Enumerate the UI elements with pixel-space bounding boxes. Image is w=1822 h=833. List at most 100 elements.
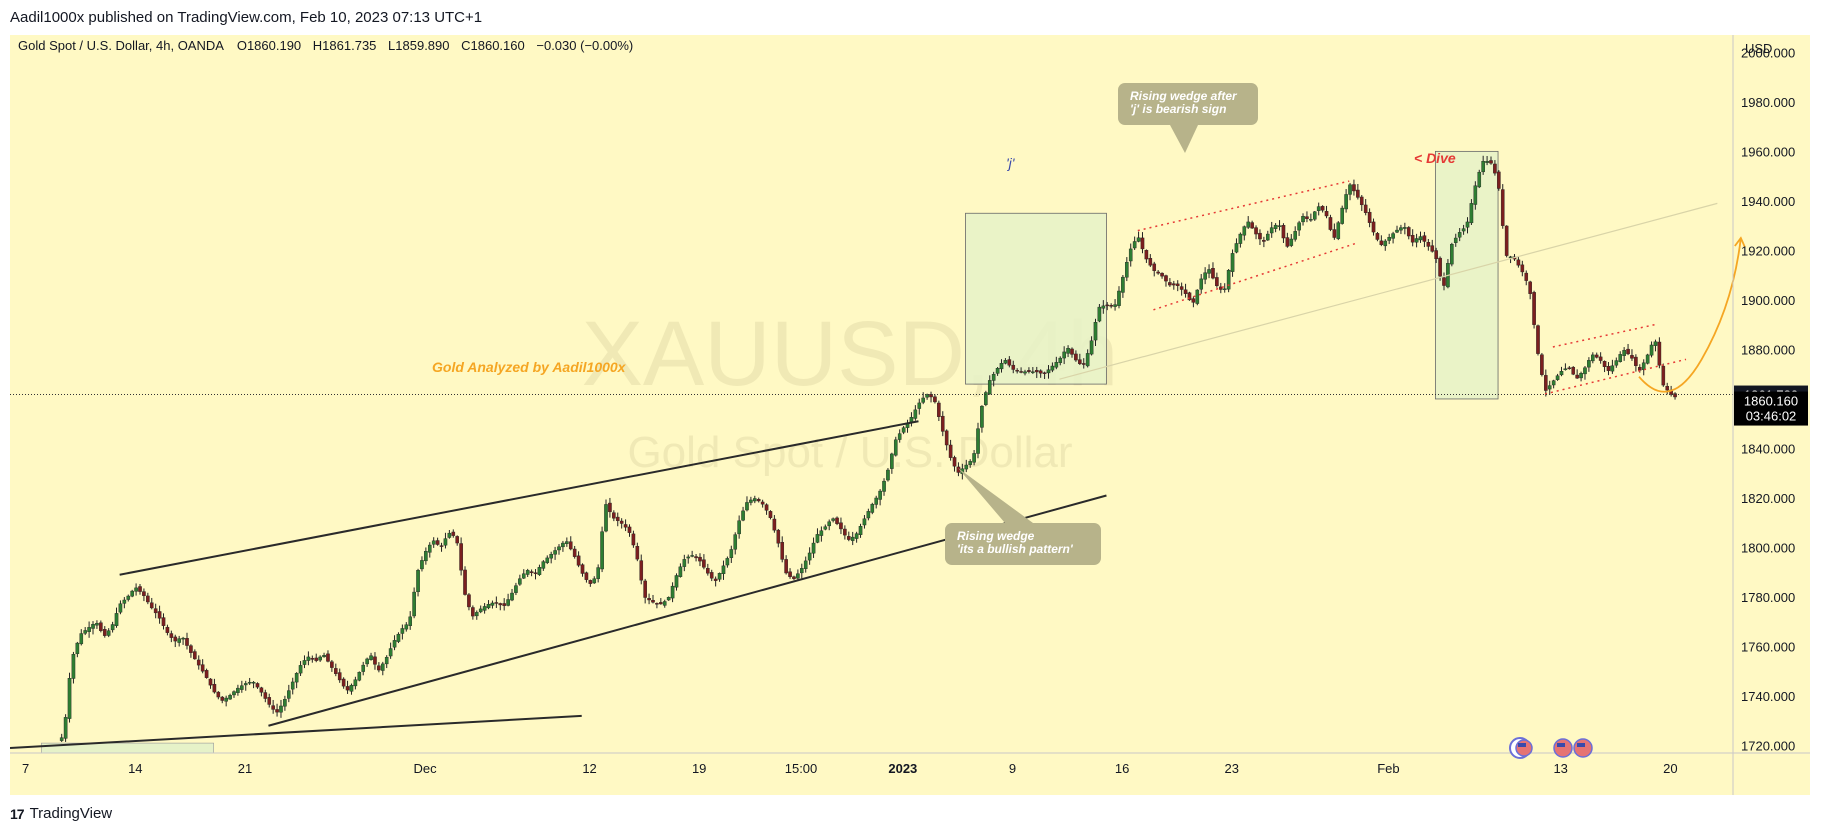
candle-body: [326, 653, 330, 662]
candle-body: [1418, 236, 1423, 241]
y-tick-label: 1740.000: [1741, 689, 1795, 704]
candle-body: [1626, 348, 1630, 355]
candle-body: [1567, 367, 1572, 369]
candle-body: [1489, 160, 1493, 164]
candle-body: [91, 624, 95, 629]
candle-body: [1226, 270, 1231, 290]
candle-body: [220, 696, 225, 701]
candle-body: [1085, 353, 1090, 367]
candle-body: [451, 531, 456, 536]
us-flag-icon[interactable]: [1553, 738, 1573, 758]
candle-body: [1614, 360, 1619, 366]
candle-body: [1363, 204, 1368, 213]
candle-body: [1316, 206, 1321, 212]
candle-body: [314, 657, 319, 661]
price-chart[interactable]: XAUUSD, 4h Gold Spot / U.S. Dollar Risin…: [10, 35, 1810, 795]
candle-body: [893, 439, 898, 456]
candle-body: [334, 668, 338, 674]
economic-events[interactable]: [1509, 737, 1593, 759]
candle-body: [384, 656, 389, 665]
candle-body: [514, 585, 518, 593]
candle-body: [1638, 367, 1642, 371]
candle-body: [944, 430, 949, 446]
candle-body: [952, 457, 957, 467]
callout-pointer: [958, 468, 1033, 523]
candle-body: [788, 571, 792, 577]
candle-body: [866, 511, 871, 519]
candle-body: [576, 555, 581, 566]
candle-body: [706, 568, 710, 574]
candle-body: [1003, 360, 1008, 364]
x-tick-label: 7: [22, 761, 29, 776]
candle-body: [185, 638, 189, 646]
candle-body: [126, 595, 131, 600]
candle-body: [651, 600, 655, 603]
candle-body: [1042, 372, 1047, 374]
j-box: [965, 212, 1107, 385]
candle-body: [1563, 368, 1568, 371]
candle-body: [627, 526, 632, 533]
drawings: Rising wedge after'j' is bearish signRis…: [10, 83, 1746, 750]
candle-body: [1160, 272, 1164, 277]
ohlc-close: C1860.160: [461, 38, 525, 53]
candle-body: [455, 536, 459, 544]
candle-body: [972, 453, 976, 463]
candle-body: [1540, 354, 1544, 375]
candle-body: [518, 578, 522, 585]
candle-body: [749, 499, 753, 503]
candle-body: [1645, 354, 1650, 364]
candle-body: [1665, 386, 1670, 391]
candle-body: [149, 602, 154, 609]
candle-body: [1265, 233, 1270, 241]
candle-body: [850, 536, 855, 541]
us-flag-icon[interactable]: [1509, 737, 1533, 759]
last-close-badge: [1734, 391, 1808, 426]
us-flag-icon[interactable]: [1573, 738, 1593, 758]
candle-body: [1121, 276, 1125, 293]
candle-body: [361, 664, 366, 672]
y-tick-label: 1960.000: [1741, 144, 1795, 159]
candle-body: [588, 580, 593, 584]
x-tick-label: 21: [238, 761, 252, 776]
y-tick-label: 1880.000: [1741, 342, 1795, 357]
candle-body: [1587, 360, 1591, 368]
candle-body: [435, 540, 440, 545]
candle-body: [733, 534, 738, 550]
candle-body: [118, 603, 123, 613]
candle-body: [909, 417, 914, 423]
candle-body: [302, 660, 307, 665]
candle-body: [1081, 363, 1086, 365]
candle-body: [1258, 232, 1262, 240]
callout-box: [945, 523, 1101, 565]
candle-body: [709, 572, 714, 579]
candle-body: [337, 672, 342, 681]
candle-body: [392, 640, 397, 648]
candle-body: [1520, 264, 1525, 273]
last-close-label: 1860.160: [1744, 394, 1798, 409]
candle-body: [580, 564, 585, 574]
x-tick-label: 23: [1225, 761, 1239, 776]
candle-body: [377, 665, 381, 671]
candle-body: [1414, 238, 1419, 243]
candle-body: [1551, 380, 1556, 386]
candle-body: [240, 685, 244, 690]
currency-label: USD: [1745, 41, 1772, 56]
candle-body: [431, 540, 436, 545]
candle-body: [1320, 206, 1325, 211]
candle-body: [279, 705, 283, 713]
candle-body: [615, 516, 620, 521]
candle-body: [831, 518, 835, 521]
candle-body: [745, 502, 749, 511]
candle-body: [189, 645, 193, 653]
candle-body: [173, 636, 178, 642]
candle-body: [349, 684, 354, 692]
candle-body: [1497, 171, 1501, 189]
candle-body: [1340, 207, 1344, 224]
candle-body: [682, 559, 687, 567]
countdown-label: 03:46:02: [1746, 409, 1797, 424]
candle-body: [251, 681, 256, 684]
candle-body: [478, 608, 483, 613]
candle-body: [1144, 249, 1149, 260]
candle-body: [772, 518, 777, 531]
